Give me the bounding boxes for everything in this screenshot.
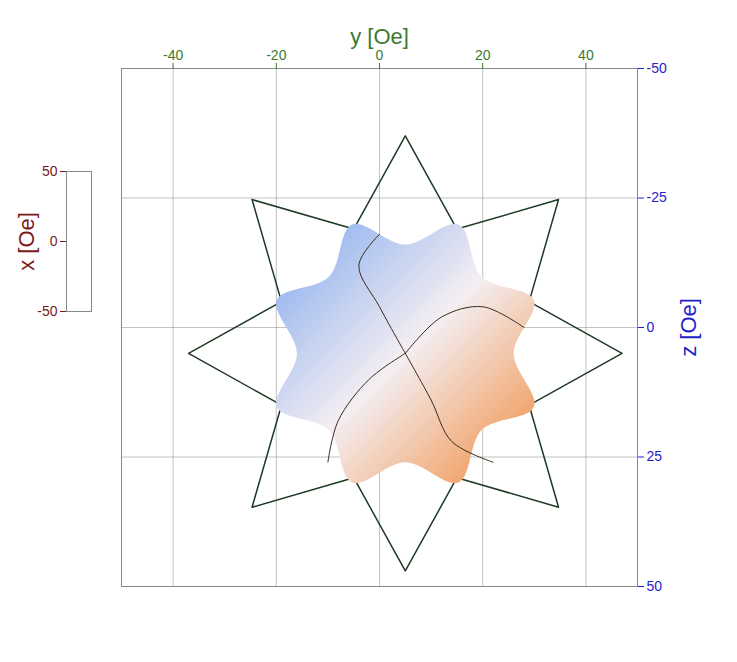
svg-text:-50: -50: [37, 303, 57, 319]
svg-text:25: 25: [647, 448, 663, 464]
svg-text:-25: -25: [647, 189, 667, 205]
svg-text:-40: -40: [163, 47, 183, 63]
svg-text:-20: -20: [266, 47, 286, 63]
svg-text:-50: -50: [647, 60, 667, 76]
svg-text:0: 0: [647, 319, 655, 335]
svg-text:50: 50: [647, 578, 663, 594]
svg-text:y [Oe]: y [Oe]: [350, 24, 409, 49]
svg-text:20: 20: [475, 47, 491, 63]
svg-text:50: 50: [42, 163, 58, 179]
svg-text:0: 0: [375, 46, 384, 63]
svg-text:40: 40: [578, 47, 594, 63]
svg-text:z [Oe]: z [Oe]: [676, 298, 701, 357]
svg-text:x [Oe]: x [Oe]: [14, 212, 39, 271]
svg-text:0: 0: [50, 233, 58, 249]
